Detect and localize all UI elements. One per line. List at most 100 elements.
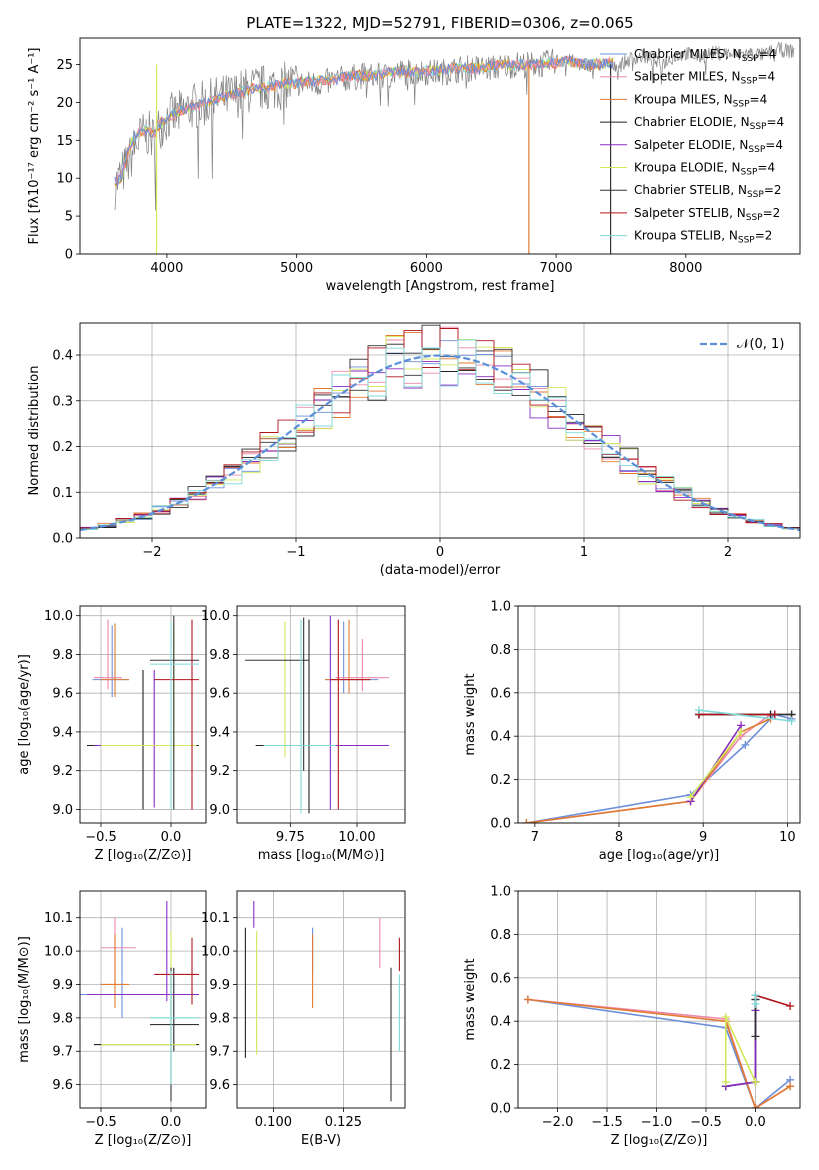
weight-point-marker — [694, 706, 703, 715]
weight-point-marker — [787, 717, 796, 726]
legend-entry: Salpeter MILES, NSSP=4 — [634, 70, 775, 87]
y-tick-label: 0.8 — [490, 643, 511, 658]
weight-point-marker — [721, 1012, 730, 1021]
weight-point-marker — [523, 995, 532, 1004]
y-tick-label: 0.4 — [52, 349, 73, 364]
x-axis-label: Z [log₁₀(Z/Z⊙)] — [611, 1133, 708, 1148]
y-tick-label: 9.9 — [209, 978, 230, 993]
legend-equals: = — [750, 92, 760, 106]
legend-nssp: 4 — [769, 47, 777, 61]
y-tick-label: 9.6 — [209, 687, 230, 702]
legend-equals: = — [763, 206, 773, 220]
legend-text: Kroupa ELODIE, N — [634, 161, 741, 175]
plot-area — [244, 901, 400, 1102]
y-tick-label: 9.6 — [52, 687, 73, 702]
legend-subscript: SSP — [742, 54, 759, 64]
weight-series-line — [698, 709, 792, 722]
weight-series-line — [689, 731, 742, 798]
legend-entry: Kroupa STELIB, NSSP=2 — [634, 229, 772, 246]
weight-point-marker — [786, 1082, 795, 1091]
x-tick-label: 4000 — [150, 261, 183, 276]
legend-text: Salpeter ELODIE, N — [634, 138, 748, 152]
legend-entry: Salpeter ELODIE, NSSP=4 — [634, 138, 783, 155]
legend-nssp: 4 — [777, 115, 785, 129]
plot-area — [245, 615, 389, 814]
y-tick-label: 0.2 — [490, 1058, 511, 1073]
y-tick-label: 0.0 — [52, 532, 73, 547]
y-tick-label: 0.4 — [490, 730, 511, 745]
legend-entry: Chabrier MILES, NSSP=4 — [634, 47, 776, 64]
x-tick-label: 0.0 — [161, 1115, 182, 1130]
panel-mass-vs-EBV: 0.100 0.125 9.6 9.7 9.8 9.9 10.0 10.1 E(B-V) — [201, 890, 406, 1148]
legend-nssp: 4 — [767, 70, 775, 84]
x-tick-label: 6000 — [410, 261, 443, 276]
x-tick-label: 8000 — [669, 261, 702, 276]
y-tick-label: 0.4 — [490, 1015, 511, 1030]
legend-entry: Kroupa MILES, NSSP=4 — [634, 92, 767, 109]
legend-equals: = — [759, 47, 769, 61]
panel-age-vs-Z: −0.5 0.0 9.0 9.2 9.4 9.6 9.8 10.0 Z [log₁₀(Z/Z⊙)… — [17, 605, 207, 863]
legend-equals: = — [765, 138, 775, 152]
y-tick-label: 9.8 — [52, 648, 73, 663]
weight-point-marker — [737, 727, 746, 736]
x-tick-label: 5000 — [280, 261, 313, 276]
legend-subscript: SSP — [738, 236, 755, 246]
plot-area — [522, 706, 796, 823]
legend-entry: 𝒩(0, 1) — [737, 337, 784, 352]
x-tick-label: −1 — [286, 545, 305, 560]
y-tick-label: 0.0 — [490, 817, 511, 832]
panel-spectrum: 4000 5000 6000 7000 8000 0 5 10 15 20 25 PLATE=1322… — [27, 14, 801, 294]
legend-entry: Chabrier ELODIE, NSSP=4 — [634, 115, 784, 132]
x-tick-label: 0.0 — [745, 1115, 766, 1130]
x-axis-label: mass [log₁₀(M/M⊙)] — [258, 848, 385, 863]
axes-frame — [79, 890, 207, 1109]
x-tick-label: −0.5 — [690, 1115, 722, 1130]
weight-point-marker — [770, 710, 779, 719]
legend-text: Chabrier ELODIE, N — [634, 115, 750, 129]
panel-weight-vs-Z: −2.0 −1.5 −1.0 −0.5 0.0 0.0 0.2 0.4 0.6 0.8 1.0 Z [… — [463, 885, 801, 1148]
residual-histogram — [80, 339, 800, 538]
y-tick-label: 0.6 — [490, 971, 511, 986]
y-tick-label: 1.0 — [490, 885, 511, 900]
x-tick-label: 0.100 — [255, 1115, 292, 1130]
x-tick-label: −0.5 — [85, 830, 117, 845]
y-tick-label: 9.8 — [52, 1011, 73, 1026]
legend-entry: Kroupa ELODIE, NSSP=4 — [634, 161, 775, 178]
legend-subscript: SSP — [746, 213, 763, 223]
y-tick-label: 0.6 — [490, 686, 511, 701]
x-tick-label: 9 — [699, 830, 707, 845]
y-tick-label: 9.4 — [52, 725, 73, 740]
panel-mass-vs-Z: −0.5 0.0 9.6 9.7 9.8 9.9 10.0 10.1 Z [log₁₀(Z/Z⊙… — [17, 890, 207, 1148]
y-tick-label: 20 — [56, 96, 73, 111]
x-axis-label: wavelength [Angstrom, rest frame] — [326, 279, 555, 294]
axes-frame — [236, 605, 406, 824]
legend-text: Salpeter MILES, N — [634, 70, 741, 84]
weight-point-marker — [721, 1077, 730, 1086]
chart-title: PLATE=1322, MJD=52791, FIBERID=0306, z=0… — [246, 14, 633, 32]
legend-nssp: 2 — [773, 206, 781, 220]
y-tick-label: 9.0 — [209, 803, 230, 818]
plot-area — [80, 901, 199, 1102]
y-tick-label: 0.0 — [490, 1102, 511, 1117]
x-tick-label: 7 — [531, 830, 539, 845]
y-tick-label: 9.6 — [209, 1078, 230, 1093]
y-tick-label: 9.0 — [52, 803, 73, 818]
legend-text: Kroupa MILES, N — [634, 92, 733, 106]
normal-reference-curve — [80, 354, 800, 532]
axes-frame — [79, 322, 801, 539]
x-tick-label: 10.00 — [338, 830, 375, 845]
x-tick-label: 8 — [615, 830, 623, 845]
legend-subscript: SSP — [741, 168, 758, 178]
axes-frame — [236, 890, 406, 1109]
legend-equals: = — [755, 229, 765, 243]
y-tick-label: 5 — [65, 210, 73, 225]
weight-series-line — [527, 998, 791, 1108]
y-tick-label: 9.9 — [52, 978, 73, 993]
weight-point-marker — [741, 740, 750, 749]
y-tick-label: 0.2 — [52, 440, 73, 455]
x-axis-label: Z [log₁₀(Z/Z⊙)] — [95, 848, 192, 863]
y-tick-label: 9.8 — [209, 648, 230, 663]
x-tick-label: −2.0 — [542, 1115, 574, 1130]
residual-histogram — [80, 328, 800, 538]
